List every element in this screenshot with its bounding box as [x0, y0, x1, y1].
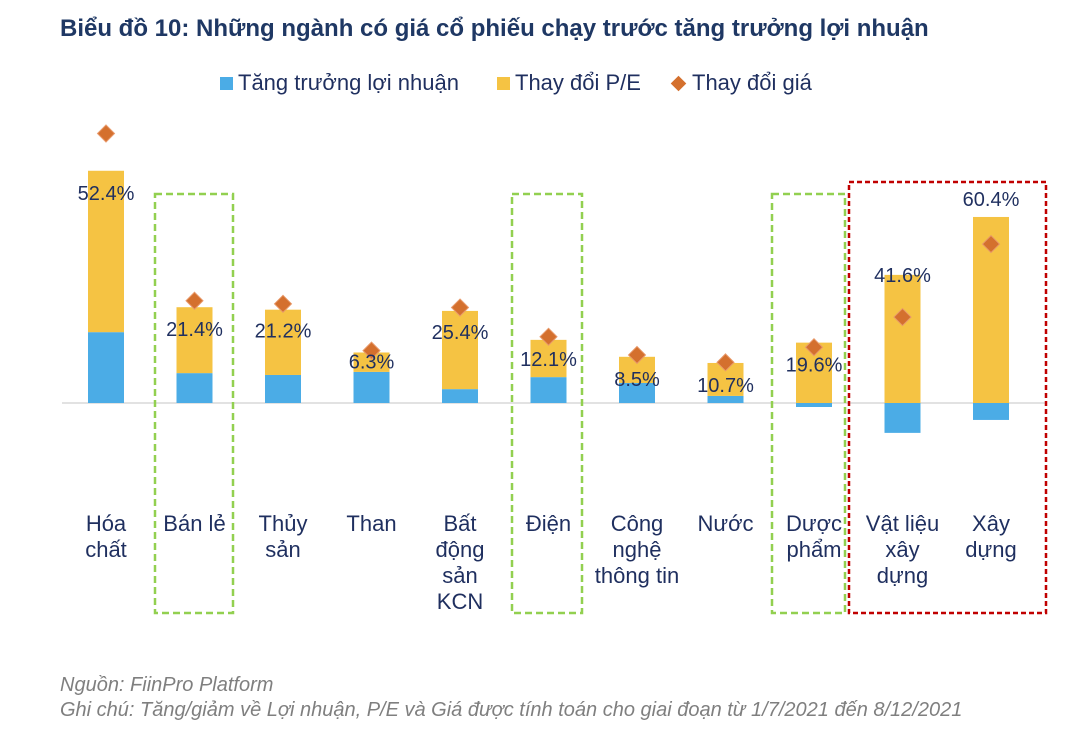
pe-change-data-labels: 52.4% 21.4% 21.2% 6.3% 25.4% 12.1% 8.5% 10.7% 19…	[78, 183, 1020, 397]
category-label-hoa-chat: Hóa chất	[85, 511, 127, 562]
bar-profit-growth-nuoc	[707, 395, 744, 403]
marker-price-change-dien	[539, 327, 558, 346]
bar-pe-change-bat-dong-san-kcn	[442, 310, 478, 390]
bar-pe-change-hoa-chat	[88, 170, 124, 333]
bar-profit-growth-than	[353, 371, 390, 403]
data-label-pe-change-than: 6.3%	[349, 351, 395, 373]
marker-price-change-duoc-pham	[804, 338, 824, 357]
legend-item-profit-growth: Tăng trưởng lợi nhuận	[220, 70, 459, 96]
category-label-duoc-pham: Dược phẩm	[785, 511, 843, 562]
legend-square-icon-profit-growth	[220, 76, 233, 90]
category-label-ban-le: Bán lẻ	[163, 511, 226, 536]
bar-profit-growth-hoa-chat	[88, 332, 124, 403]
legend-square-icon-pe-change	[497, 76, 510, 90]
category-label-xay-dung: Xây dựng	[965, 511, 1017, 562]
highlight-boxes	[153, 180, 1048, 615]
legend-label-price-change: Thay đổi giá	[692, 70, 812, 95]
source-note: Nguồn: FiinPro Platform	[60, 674, 274, 696]
bar-profit-growth-dien	[530, 377, 567, 403]
marker-price-change-hoa-chat	[96, 124, 116, 143]
bar-profit-growth-cong-nghe-thong-tin	[619, 382, 655, 403]
calculation-note: Ghi chú: Tăng/giảm về Lợi nhuận, P/E và …	[60, 699, 963, 721]
category-label-cong-nghe-thong-tin: Công nghệ thông tin	[594, 511, 680, 588]
price-change-markers	[96, 124, 1001, 372]
data-label-pe-change-nuoc: 10.7%	[697, 375, 754, 397]
marker-price-change-vat-lieu-xay-dung	[893, 307, 912, 327]
bar-pe-change-than	[353, 352, 390, 372]
highlight-box-vat-lieu-xay-dung-xay-dung	[847, 180, 1048, 615]
data-label-pe-change-xay-dung: 60.4%	[963, 189, 1020, 211]
highlight-box-duoc-pham	[770, 192, 847, 615]
bar-profit-growth-thuy-san	[265, 374, 301, 403]
bar-profit-growth-ban-le	[176, 373, 213, 403]
data-label-pe-change-thuy-san: 21.2%	[255, 321, 312, 343]
category-label-than: Than	[346, 511, 397, 536]
legend-label-profit-growth: Tăng trưởng lợi nhuận	[238, 70, 459, 95]
marker-price-change-ban-le	[185, 291, 204, 310]
bar-profit-growth-duoc-pham	[796, 403, 832, 408]
legend-label-pe-change: Thay đổi P/E	[515, 70, 641, 95]
marker-price-change-thuy-san	[273, 294, 293, 314]
bar-pe-change-ban-le	[176, 307, 213, 374]
bar-pe-change-vat-lieu-xay-dung	[884, 274, 921, 403]
data-label-pe-change-dien: 12.1%	[520, 349, 577, 371]
data-label-pe-change-hoa-chat: 52.4%	[78, 183, 135, 205]
data-label-pe-change-duoc-pham: 19.6%	[786, 355, 843, 377]
data-label-pe-change-ban-le: 21.4%	[166, 319, 223, 341]
bar-profit-growth-bat-dong-san-kcn	[442, 389, 478, 403]
marker-price-change-than	[362, 341, 381, 360]
legend-item-price-change: Thay đổi giá	[670, 70, 812, 96]
bar-profit-growth-xay-dung	[973, 403, 1009, 420]
highlight-box-dien	[510, 192, 584, 615]
data-label-pe-change-bat-dong-san-kcn: 25.4%	[432, 322, 489, 344]
data-label-pe-change-vat-lieu-xay-dung: 41.6%	[874, 265, 931, 287]
marker-price-change-cong-nghe-thong-tin	[627, 345, 647, 365]
chart-title: Biểu đồ 10: Những ngành có giá cổ phiếu …	[60, 15, 929, 42]
category-label-dien: Điện	[525, 511, 572, 536]
legend-item-pe-change: Thay đổi P/E	[497, 70, 641, 96]
category-label-nuoc: Nước	[697, 511, 754, 536]
highlight-box-ban-le	[153, 192, 235, 615]
marker-price-change-nuoc	[716, 353, 735, 372]
marker-price-change-xay-dung	[981, 234, 1001, 254]
bar-profit-growth-vat-lieu-xay-dung	[884, 403, 921, 433]
category-label-thuy-san: Thủy sản	[258, 511, 308, 562]
category-label-bat-dong-san-kcn: Bất động sản KCN	[435, 511, 485, 614]
category-label-vat-lieu-xay-dung: Vật liệu xây dựng	[865, 511, 940, 588]
data-label-pe-change-cong-nghe-thong-tin: 8.5%	[614, 369, 660, 391]
bar-pe-change-thuy-san	[265, 309, 301, 375]
stacked-bars	[88, 170, 1009, 433]
bar-pe-change-dien	[530, 339, 567, 378]
marker-price-change-bat-dong-san-kcn	[450, 298, 470, 317]
